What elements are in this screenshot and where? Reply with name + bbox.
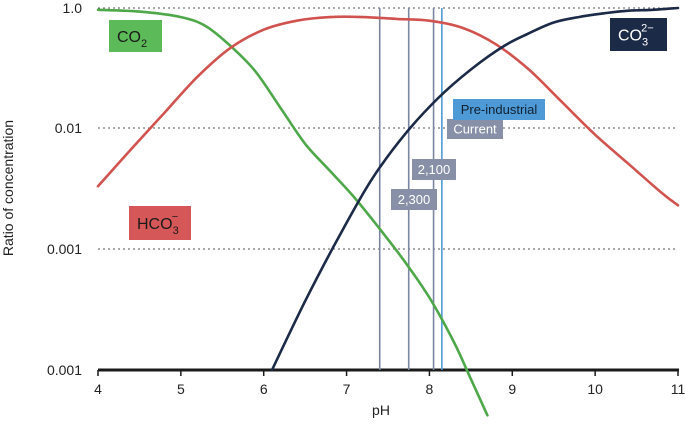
- series-label-2: CO32−: [610, 18, 667, 51]
- marker-label-box: [391, 189, 437, 210]
- x-tick-label: 8: [426, 381, 434, 397]
- marker-label-box: [447, 119, 503, 139]
- series-label-1: HCO3−: [129, 206, 191, 240]
- marker-label-2: Current: [447, 119, 503, 139]
- x-tick-label: 9: [508, 381, 516, 397]
- series-label-0: CO2: [109, 20, 162, 52]
- marker-label-box: [453, 99, 545, 120]
- series-label-text: HCO3−: [137, 211, 179, 237]
- series-label-text: CO2: [117, 29, 147, 50]
- x-tick-label: 10: [587, 381, 603, 397]
- marker-label-1: 2,100: [412, 159, 456, 180]
- marker-labels: 2,300 2,100 Current Pre-industrial: [391, 99, 545, 210]
- series-line-0: [96, 8, 489, 417]
- x-tick-label: 7: [343, 381, 351, 397]
- series-labels: CO2 HCO3− CO32−: [109, 18, 667, 240]
- gridlines: [98, 7, 678, 250]
- marker-label-text: Current: [453, 122, 497, 137]
- series-label-box: [610, 18, 667, 51]
- y-tick-label-upper: 0.01: [55, 120, 82, 136]
- marker-label-text: 2,100: [418, 162, 451, 177]
- y-tick-label-lower: 0.001: [47, 241, 82, 257]
- marker-label-box: [412, 159, 456, 180]
- series-lines: [96, 6, 680, 417]
- marker-label-text: 2,300: [398, 192, 431, 207]
- y-axis-title: Ratio of concentration: [0, 120, 16, 256]
- x-tick-label: 6: [260, 381, 268, 397]
- x-tick-label: 11: [671, 381, 685, 397]
- series-label-box: [129, 206, 191, 240]
- y-tick-label-top: 1.0: [63, 0, 83, 16]
- series-label-box: [109, 20, 162, 52]
- series-label-text: CO32−: [618, 23, 654, 49]
- series-line-1: [96, 15, 680, 207]
- x-axis-ticks: 4 5 6 7 8 9 10 11: [94, 370, 685, 397]
- series-line-2: [270, 6, 680, 372]
- x-tick-label: 4: [94, 381, 102, 397]
- marker-label-3: Pre-industrial: [453, 99, 545, 120]
- marker-label-0: 2,300: [391, 189, 437, 210]
- marker-label-text: Pre-industrial: [461, 102, 538, 117]
- x-tick-label: 5: [177, 381, 185, 397]
- y-axis-ticks: 1.0 0.01 0.001 0.001: [47, 0, 82, 378]
- x-axis-title: pH: [372, 402, 390, 418]
- y-tick-label-bottom: 0.001: [47, 362, 82, 378]
